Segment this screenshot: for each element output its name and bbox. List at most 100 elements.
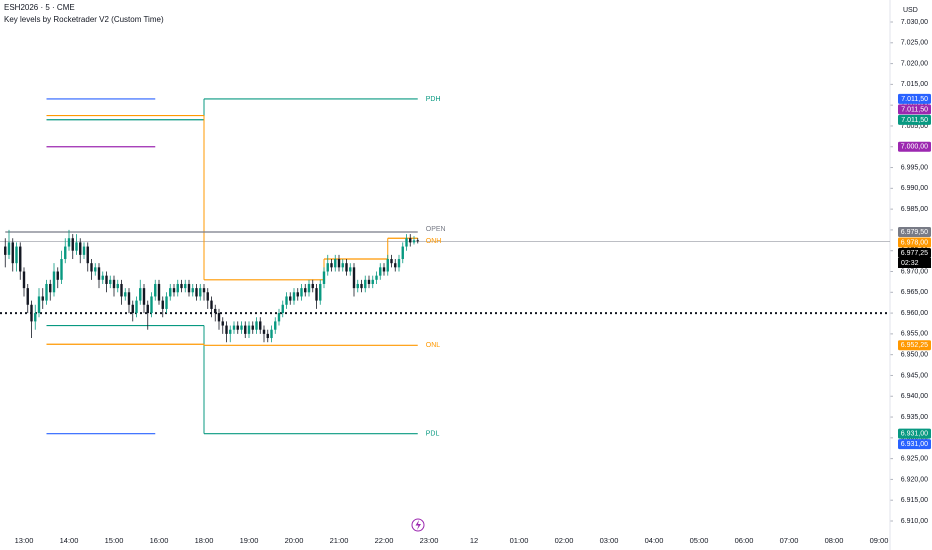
candle-body [416, 240, 419, 242]
x-tick-label: 18:00 [195, 536, 214, 545]
price-tag: 6.977,25 02:32 [898, 247, 931, 268]
y-tick-label: 6.920,00 [901, 476, 928, 483]
candle-body [345, 263, 348, 272]
candle-body [52, 271, 56, 293]
candle-body [45, 283, 48, 301]
y-tick-label: 6.935,00 [901, 414, 928, 421]
countdown: 02:32 [901, 260, 919, 267]
candle-body [386, 259, 389, 272]
y-tick-label: 6.945,00 [901, 372, 928, 379]
candle-body [382, 267, 386, 272]
candle-body [157, 283, 161, 301]
candle-body [214, 308, 217, 314]
candle-body [60, 259, 63, 280]
candle-body [236, 325, 239, 330]
price-tag: 7.011,50 [898, 93, 931, 104]
candle-body [229, 329, 232, 334]
candle-body [412, 240, 416, 243]
candle-body [154, 283, 157, 297]
candle-body [11, 242, 14, 264]
x-tick-label: 23:00 [420, 536, 439, 545]
candle-body [225, 325, 228, 334]
y-tick-label: 6.970,00 [901, 268, 928, 275]
indicator-name: Key levels by Rocketrader V2 (Custom Tim… [4, 15, 164, 24]
candle-body [210, 300, 213, 309]
x-tick-label: 15:00 [105, 536, 124, 545]
x-tick-label: 21:00 [330, 536, 349, 545]
y-tick-label: 6.990,00 [901, 185, 928, 192]
candle-body [409, 238, 412, 243]
candle-body [322, 271, 326, 284]
price-tag-box [898, 247, 931, 258]
price-tag-box [898, 340, 931, 351]
candle-body [34, 313, 37, 322]
candle-body [364, 279, 367, 289]
candle-body [262, 329, 266, 334]
x-tick-label: 13:00 [15, 536, 34, 545]
candle-body [176, 283, 179, 293]
price-tag-box [898, 141, 931, 152]
candle-body [142, 288, 146, 305]
candle-body [367, 279, 371, 284]
candle-body [375, 275, 378, 280]
candle-body [4, 246, 7, 255]
candle-body [300, 288, 303, 297]
candle-body [94, 267, 97, 272]
candle-body [244, 325, 247, 334]
candle-body [289, 296, 292, 301]
price-tag: 7.011,50 [898, 114, 931, 125]
candle-body [341, 263, 344, 268]
candle-body [161, 300, 164, 309]
candle-body [311, 283, 314, 289]
candle-body [292, 292, 296, 301]
candle-body [180, 283, 183, 289]
candle-body [184, 283, 187, 289]
candle-body [109, 279, 112, 284]
candle-body [67, 238, 71, 247]
countdown-box [898, 257, 931, 268]
candle-body [56, 271, 59, 280]
y-tick-label: 6.925,00 [901, 455, 928, 462]
candle-body [259, 321, 262, 330]
y-tick-label: 6.995,00 [901, 164, 928, 171]
candle-body [206, 292, 209, 301]
candle-body [19, 246, 22, 272]
candle-body [135, 300, 138, 314]
candle-body [326, 263, 329, 272]
candle-body [124, 292, 127, 297]
price-tag-label: 7.011,50 [901, 117, 928, 124]
price-tag: 6.931,00 [898, 428, 931, 439]
price-tag-box [898, 237, 931, 248]
y-tick-label: 6.960,00 [901, 310, 928, 317]
x-tick-label: 04:00 [645, 536, 664, 545]
price-tag-box [898, 104, 931, 115]
x-tick-label: 03:00 [600, 536, 619, 545]
price-tag-label: 6.979,50 [901, 229, 928, 236]
price-tag: 7.000,00 [898, 141, 931, 152]
candle-body [116, 283, 119, 289]
candle-body [15, 246, 18, 264]
level-label: PDH [426, 96, 441, 103]
candle-body [217, 313, 221, 322]
candle-body [127, 292, 131, 305]
alert-icon[interactable] [411, 518, 425, 532]
candle-body [49, 283, 52, 293]
y-tick-label: 6.965,00 [901, 289, 928, 296]
candle-body [139, 288, 142, 301]
candle-body [165, 296, 168, 309]
candle-body [101, 275, 104, 280]
candle-body [37, 296, 41, 314]
price-tag-label: 6.931,00 [901, 441, 928, 448]
candle-body [221, 321, 224, 326]
candle-body [82, 246, 86, 255]
y-tick-label: 6.985,00 [901, 206, 928, 213]
candle-body [405, 238, 408, 247]
x-tick-label: 09:00 [870, 536, 889, 545]
level-label: PDL [426, 431, 440, 438]
candle-body [75, 242, 78, 251]
price-tag: 6.979,50 [898, 226, 931, 237]
candle-body [240, 325, 243, 330]
candle-body [266, 333, 269, 339]
